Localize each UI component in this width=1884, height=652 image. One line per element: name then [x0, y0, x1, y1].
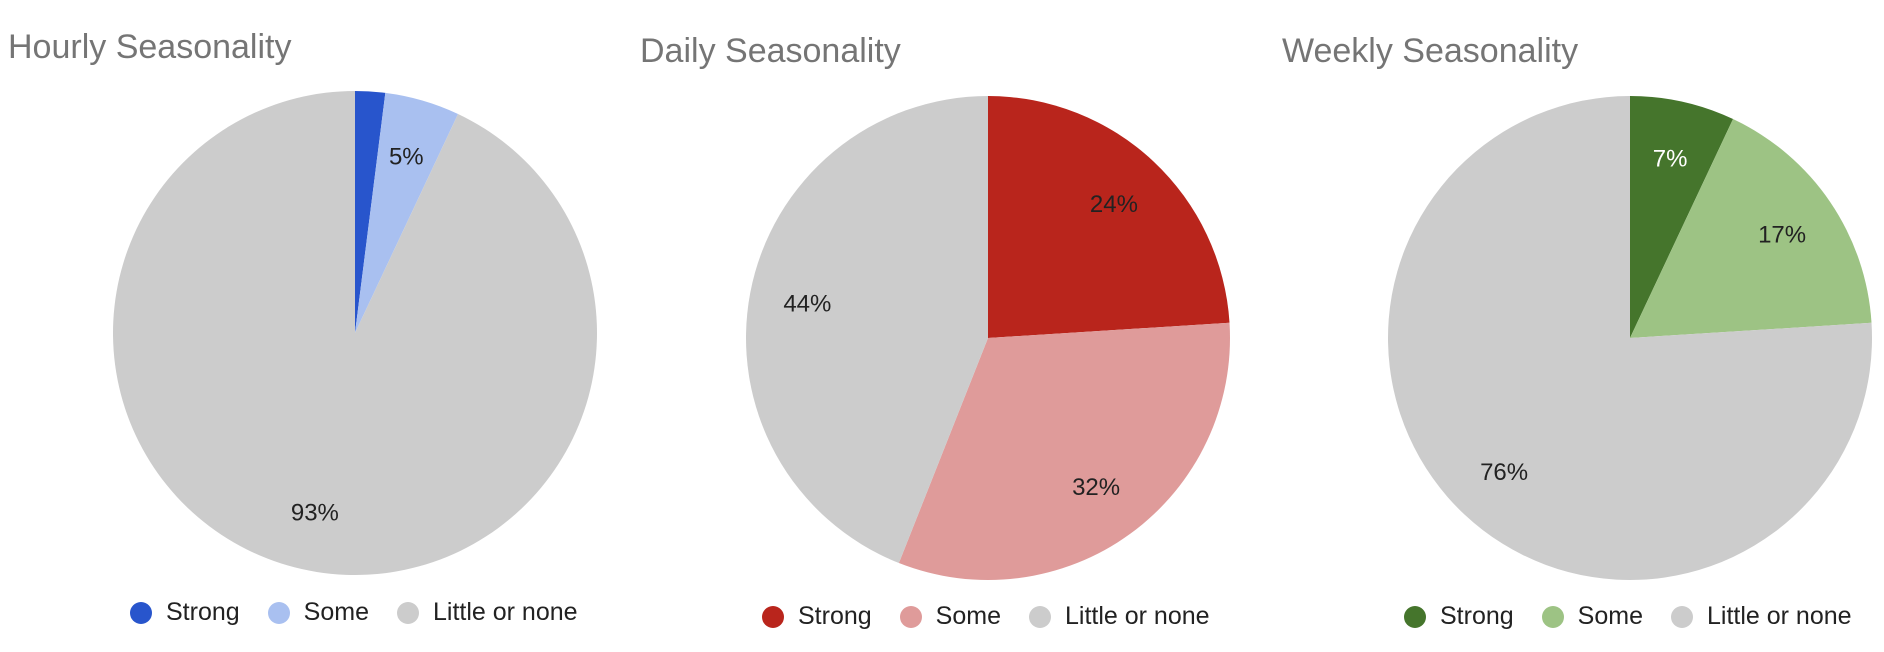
slice-label-little-or-none: 76%	[1480, 459, 1528, 486]
legend-item-strong: Strong	[1404, 602, 1514, 631]
pie-slice-little-or-none	[112, 91, 598, 575]
legend-swatch	[762, 605, 784, 628]
legend: Strong Some Little or none	[1404, 602, 1852, 631]
pie-slice-some	[355, 92, 459, 334]
slice-label-little-or-none: 44%	[783, 291, 831, 318]
hourly-seasonality-chart: Hourly Seasonality 5% 93% Strong Some Lit…	[0, 0, 620, 652]
pie-slice-little-or-none	[1388, 96, 1872, 580]
slice-label-little-or-none: 93%	[291, 499, 339, 526]
legend-item-strong: Strong	[762, 602, 872, 631]
slice-label-strong: 24%	[1090, 191, 1138, 218]
pie-slice-strong	[355, 91, 386, 333]
legend-item-little-or-none: Little or none	[396, 598, 578, 627]
legend-swatch	[1028, 605, 1051, 628]
legend-label: Strong	[798, 602, 872, 630]
legend-item-strong: Strong	[130, 598, 240, 627]
chart-title: Daily Seasonality	[640, 32, 901, 70]
legend: Strong Some Little or none	[130, 598, 578, 627]
pie-slice-strong	[1630, 96, 1734, 338]
pie-plot: 7% 17% 76%	[1388, 96, 1872, 580]
legend-label: Strong	[1440, 602, 1514, 630]
legend-label: Some	[303, 598, 369, 626]
legend-item-some: Some	[899, 602, 1001, 631]
slice-label-some: 17%	[1758, 222, 1806, 249]
chart-title: Hourly Seasonality	[8, 28, 292, 66]
legend-label: Strong	[166, 598, 240, 626]
slice-label-some: 5%	[389, 143, 424, 170]
legend-item-some: Some	[1541, 602, 1643, 631]
slice-label-strong: 7%	[1653, 146, 1688, 173]
legend-swatch	[130, 601, 152, 624]
legend-swatch	[1541, 605, 1564, 628]
legend-item-little-or-none: Little or none	[1028, 602, 1210, 631]
pie-plot: 5% 93%	[112, 91, 598, 575]
legend-label: Little or none	[1706, 602, 1852, 630]
legend-item-some: Some	[267, 598, 369, 627]
legend-swatch	[1670, 605, 1693, 628]
legend-label: Some	[1577, 602, 1643, 630]
pie-slice-little-or-none	[746, 96, 988, 564]
pie-plot: 24% 32% 44%	[746, 96, 1230, 580]
legend: Strong Some Little or none	[762, 602, 1210, 631]
legend-swatch	[1404, 605, 1426, 628]
pie-slice-some	[898, 322, 1230, 580]
daily-seasonality-chart: Daily Seasonality 24% 32% 44% Strong Some …	[628, 0, 1268, 652]
legend-label: Little or none	[432, 598, 578, 626]
legend-label: Little or none	[1064, 602, 1210, 630]
legend-swatch	[396, 601, 419, 624]
pie-slice-strong	[988, 96, 1230, 338]
legend-swatch	[899, 605, 922, 628]
pie-slice-some	[1630, 119, 1872, 338]
weekly-seasonality-chart: Weekly Seasonality 7% 17% 76% Strong Some …	[1268, 0, 1884, 652]
legend-label: Some	[935, 602, 1001, 630]
chart-title: Weekly Seasonality	[1282, 32, 1579, 70]
legend-item-little-or-none: Little or none	[1670, 602, 1852, 631]
slice-label-some: 32%	[1072, 474, 1120, 501]
legend-swatch	[267, 601, 290, 624]
